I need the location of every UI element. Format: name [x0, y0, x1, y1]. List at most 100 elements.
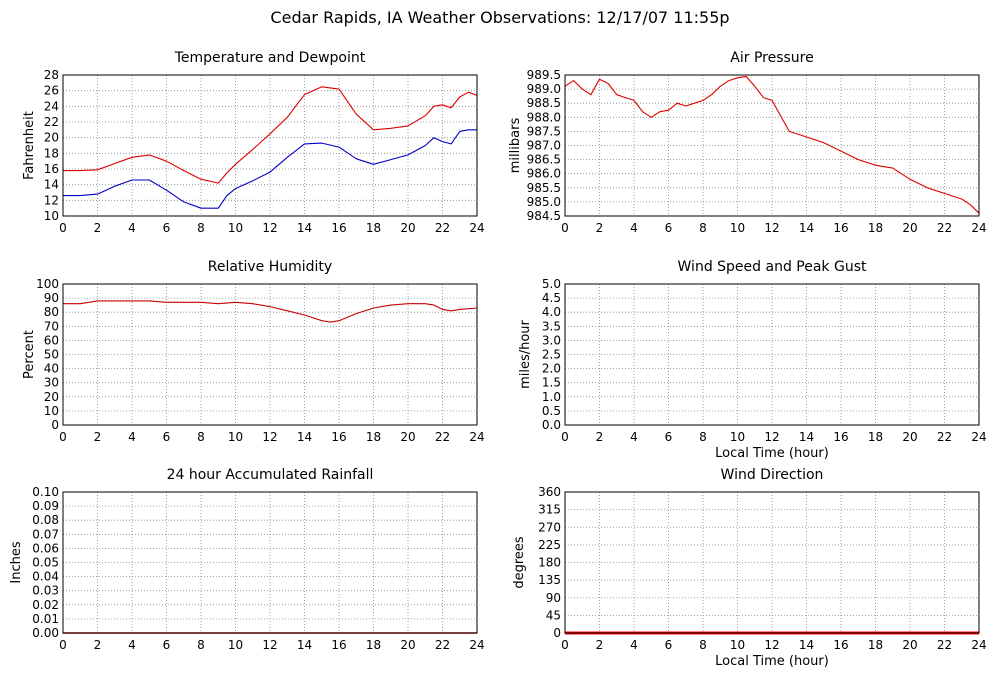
wind-ylabel: miles/hour	[518, 319, 533, 388]
winddir-xlabel: Local Time (hour)	[715, 654, 829, 669]
pressure-x-tick-label: 16	[833, 221, 848, 235]
rain-x-tick-label: 12	[262, 638, 277, 652]
pressure-x-tick-label: 10	[730, 221, 745, 235]
pressure-x-tick-label: 12	[764, 221, 779, 235]
temp-x-tick-label: 10	[228, 221, 243, 235]
winddir-x-tick-label: 12	[764, 638, 779, 652]
humidity-y-tick-label: 50	[44, 348, 59, 362]
temp-x-tick-label: 18	[366, 221, 381, 235]
rain-x-tick-label: 10	[228, 638, 243, 652]
winddir-y-tick-label: 45	[546, 608, 561, 622]
wind-x-tick-label: 6	[665, 430, 673, 444]
rain-x-tick-label: 6	[163, 638, 171, 652]
humidity-ylabel: Percent	[22, 330, 37, 379]
humidity-x-tick-label: 8	[197, 430, 205, 444]
winddir-ylabel: degrees	[512, 536, 527, 589]
pressure-y-tick-label: 985.0	[527, 195, 561, 209]
wind-y-tick-label: 2.5	[542, 348, 561, 362]
humidity-x-tick-label: 24	[469, 430, 484, 444]
humidity-x-tick-label: 20	[400, 430, 415, 444]
temp-temperature-line	[63, 86, 478, 184]
wind-x-tick-label: 8	[699, 430, 707, 444]
temp-x-tick-label: 14	[297, 221, 312, 235]
rain-y-tick-label: 0.09	[32, 499, 59, 513]
rain-y-tick-label: 0.10	[32, 485, 59, 499]
temp-x-tick-label: 16	[331, 221, 346, 235]
winddir-x-tick-label: 16	[833, 638, 848, 652]
wind-x-tick-label: 4	[630, 430, 638, 444]
pressure-y-tick-label: 987.0	[527, 139, 561, 153]
winddir-x-tick-label: 2	[596, 638, 604, 652]
winddir-x-tick-label: 8	[699, 638, 707, 652]
pressure-x-tick-label: 8	[699, 221, 707, 235]
rain-ylabel: Inches	[9, 541, 24, 583]
rain-y-tick-label: 0.00	[32, 626, 59, 640]
page-title: Cedar Rapids, IA Weather Observations: 1…	[270, 8, 730, 27]
pressure-y-tick-label: 985.5	[527, 181, 561, 195]
wind-x-tick-label: 24	[971, 430, 986, 444]
humidity-y-tick-label: 80	[44, 305, 59, 319]
wind-y-tick-label: 0.5	[542, 404, 561, 418]
winddir-y-tick-label: 180	[538, 556, 561, 570]
humidity-x-tick-label: 0	[59, 430, 67, 444]
humidity-x-tick-label: 6	[163, 430, 171, 444]
winddir-x-tick-label: 10	[730, 638, 745, 652]
temp-plot-frame	[62, 74, 478, 217]
rain-x-tick-label: 22	[435, 638, 450, 652]
winddir-x-tick-label: 4	[630, 638, 638, 652]
humidity-x-tick-label: 4	[128, 430, 136, 444]
humidity-plot-frame	[62, 283, 478, 426]
winddir-plot-frame	[564, 491, 980, 634]
rain-y-tick-label: 0.05	[32, 556, 59, 570]
wind-plot-frame	[564, 283, 980, 426]
humidity-y-tick-label: 40	[44, 362, 59, 376]
winddir-x-tick-label: 0	[561, 638, 569, 652]
pressure-pressure-line	[564, 75, 980, 214]
winddir-x-tick-label: 22	[937, 638, 952, 652]
temp-y-tick-label: 16	[44, 162, 59, 176]
winddir-x-tick-label: 18	[868, 638, 883, 652]
winddir-x-tick-label: 6	[665, 638, 673, 652]
wind-y-tick-label: 3.0	[542, 333, 561, 347]
rain-x-tick-label: 8	[197, 638, 205, 652]
temp-y-tick-label: 26	[44, 84, 59, 98]
wind-x-tick-label: 10	[730, 430, 745, 444]
wind-title: Wind Speed and Peak Gust	[678, 259, 867, 275]
wind-y-tick-label: 1.0	[542, 390, 561, 404]
rain-x-tick-label: 2	[94, 638, 102, 652]
pressure-y-tick-label: 988.5	[527, 96, 561, 110]
temp-dewpoint-line	[63, 129, 477, 209]
wind-y-tick-label: 1.5	[542, 376, 561, 390]
pressure-y-tick-label: 987.5	[527, 124, 561, 138]
temp-x-tick-label: 12	[262, 221, 277, 235]
winddir-y-tick-label: 90	[546, 591, 561, 605]
humidity-x-tick-label: 16	[331, 430, 346, 444]
wind-y-tick-label: 4.5	[542, 291, 561, 305]
pressure-x-tick-label: 18	[868, 221, 883, 235]
humidity-x-tick-label: 10	[228, 430, 243, 444]
temp-x-tick-label: 24	[469, 221, 484, 235]
rain-x-tick-label: 20	[400, 638, 415, 652]
rain-plot-frame	[62, 491, 478, 634]
humidity-y-tick-label: 60	[44, 333, 59, 347]
temp-y-tick-label: 14	[44, 178, 59, 192]
pressure-x-tick-label: 4	[630, 221, 638, 235]
temp-x-tick-label: 2	[94, 221, 102, 235]
winddir-x-tick-label: 24	[971, 638, 986, 652]
wind-x-tick-label: 12	[764, 430, 779, 444]
winddir-y-tick-label: 0	[553, 626, 561, 640]
humidity-x-tick-label: 2	[94, 430, 102, 444]
rain-x-tick-label: 16	[331, 638, 346, 652]
pressure-x-tick-label: 6	[665, 221, 673, 235]
temp-x-tick-label: 8	[197, 221, 205, 235]
temp-y-tick-label: 10	[44, 209, 59, 223]
wind-x-tick-label: 18	[868, 430, 883, 444]
temp-x-tick-label: 22	[435, 221, 450, 235]
winddir-y-tick-label: 270	[538, 520, 561, 534]
humidity-x-tick-label: 18	[366, 430, 381, 444]
pressure-y-tick-label: 988.0	[527, 110, 561, 124]
